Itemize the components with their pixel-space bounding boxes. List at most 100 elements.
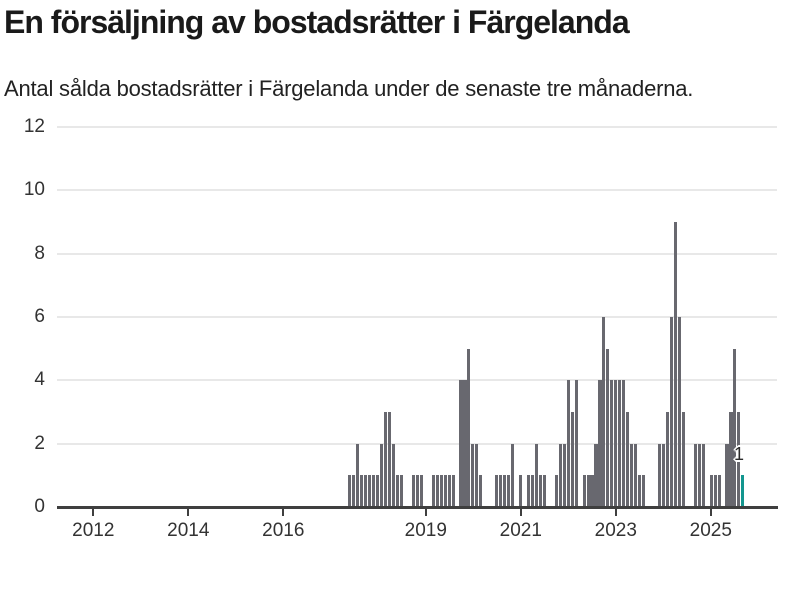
bar-2021-12: [566, 380, 570, 507]
bar-2020-10: [511, 443, 515, 507]
bar-2025-06: [733, 348, 737, 507]
bar-2023-03: [626, 411, 630, 507]
bar-2023-04: [630, 443, 634, 507]
bar-2024-08: [693, 443, 697, 507]
bar-2017-09: [364, 475, 368, 507]
bar-2017-08: [360, 475, 364, 507]
bar-2017-10: [368, 475, 372, 507]
bar-2023-06: [638, 475, 642, 507]
bar-2019-07: [451, 475, 455, 507]
bar-2025-02: [717, 475, 721, 507]
bar-2020-01: [475, 443, 479, 507]
bar-2022-10: [606, 348, 610, 507]
bar-2022-05: [586, 475, 590, 507]
page-title: En försäljning av bostadsrätter i Färgel…: [4, 4, 630, 40]
x-axis-tick-label: 2016: [262, 520, 305, 541]
bar-2020-12: [519, 475, 523, 507]
bar-2022-01: [570, 411, 574, 507]
bar-2022-11: [610, 380, 614, 507]
bar-2022-02: [574, 380, 578, 507]
bar-2022-12: [614, 380, 618, 507]
bar-2024-10: [701, 443, 705, 507]
bar-2021-04: [534, 443, 538, 507]
y-axis-tick-label: 6: [34, 305, 45, 327]
grid-line: [57, 442, 777, 445]
x-axis-tick-label: 2019: [404, 520, 447, 541]
bar-2019-04: [439, 475, 443, 507]
y-axis-tick-label: 2: [34, 432, 45, 454]
bar-2019-09: [459, 380, 463, 507]
x-axis-tick-label: 2014: [167, 520, 210, 541]
x-axis-tick-mark: [519, 508, 522, 516]
bar-2024-02: [669, 316, 673, 507]
bar-2021-05: [538, 475, 542, 507]
grid-line: [57, 379, 777, 382]
bar-2018-11: [419, 475, 423, 507]
page-subtitle: Antal sålda bostadsrätter i Färgelanda u…: [4, 76, 694, 101]
y-axis-tick-label: 8: [34, 242, 45, 264]
bar-2024-12: [709, 475, 713, 507]
bar-2025-04: [725, 443, 729, 507]
bar-2021-11: [562, 443, 566, 507]
bar-2025-05: [729, 411, 733, 507]
bar-2017-07: [356, 443, 360, 507]
bar-2021-09: [554, 475, 558, 507]
x-axis-tick-mark: [614, 508, 617, 516]
bar-2025-01: [713, 475, 717, 507]
bar-2020-08: [503, 475, 507, 507]
x-axis-tick-mark: [282, 508, 285, 516]
grid-line: [57, 189, 777, 192]
bar-2019-05: [443, 475, 447, 507]
bar-2024-01: [665, 411, 669, 507]
bar-2018-06: [399, 475, 403, 507]
bar-2019-06: [447, 475, 451, 507]
bar-2019-03: [435, 475, 439, 507]
grid-line: [57, 125, 777, 128]
bar-2024-04: [677, 316, 681, 507]
bar-2021-03: [530, 475, 534, 507]
y-axis-tick-label: 4: [34, 369, 45, 391]
bar-2018-09: [411, 475, 415, 507]
y-axis-tick-label: 0: [34, 496, 45, 517]
grid-line: [57, 315, 777, 318]
bar-2022-04: [582, 475, 586, 507]
bar-2024-05: [681, 411, 685, 507]
bar-2017-12: [376, 475, 380, 507]
bar-2022-08: [598, 380, 602, 507]
x-axis-tick-label: 2012: [72, 520, 115, 541]
bar-2025-08-highlight: [741, 475, 745, 507]
x-axis-tick-mark: [424, 508, 427, 516]
bar-2017-05: [348, 475, 352, 507]
bar-2019-10: [463, 380, 467, 507]
bar-2023-11: [657, 443, 662, 507]
bar-2023-02: [622, 380, 626, 507]
bar-2020-06: [495, 475, 499, 507]
bar-2022-09: [602, 316, 606, 507]
bar-2017-11: [372, 475, 376, 507]
bar-2020-09: [507, 475, 511, 507]
bar-2025-07: [737, 411, 741, 507]
bar-2018-03: [388, 411, 392, 507]
x-axis-tick-label: 2023: [594, 520, 637, 541]
y-axis-tick-label: 12: [23, 115, 45, 137]
bar-2022-06: [590, 475, 594, 507]
bar-2021-10: [558, 443, 562, 507]
x-axis-tick-label: 2025: [689, 520, 732, 541]
bar-2024-09: [697, 443, 701, 507]
last-value-label: 1: [733, 444, 744, 464]
bar-chart: 0 2 4 6 8 10 12 2012 2014 2016 2019 2021 2023 2025 1: [23, 115, 778, 541]
bar-2018-05: [395, 475, 400, 507]
bar-2023-12: [661, 443, 666, 507]
bar-2018-01: [380, 443, 384, 507]
bar-2019-11: [467, 348, 471, 507]
bar-2023-01: [618, 380, 622, 507]
bar-2020-02: [479, 475, 483, 507]
bar-2021-02: [526, 475, 531, 507]
x-axis-line: [57, 506, 778, 509]
bar-2017-06: [352, 475, 356, 507]
bar-2022-07: [594, 443, 598, 507]
x-axis-tick-mark: [709, 508, 712, 516]
bar-2020-07: [499, 475, 503, 507]
x-axis-tick-mark: [92, 508, 95, 516]
bar-2019-12: [471, 443, 475, 507]
